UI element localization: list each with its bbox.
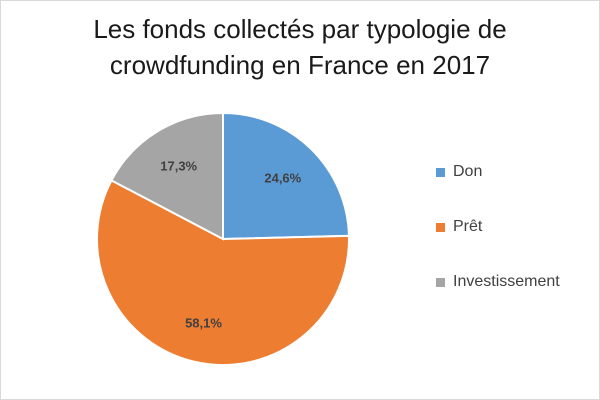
legend-label-pret: Prêt (453, 218, 483, 235)
legend-swatch-investissement (436, 277, 445, 287)
legend-label-investissement: Investissement (453, 273, 560, 290)
chart-title-line-2: crowdfunding en France en 2017 (109, 50, 491, 80)
pie-data-label: 24,6% (264, 171, 301, 186)
pie-slice-investissement (110, 111, 224, 241)
legend-item-pret: Prêt (436, 213, 560, 241)
pie-data-label: 17,3% (160, 159, 197, 174)
pie-slice-don (222, 111, 350, 241)
pie-slice-pret (96, 179, 350, 366)
pie-data-label: 58,1% (185, 315, 222, 330)
chart-title: Les fonds collectés par typologie de cro… (1, 11, 599, 83)
chart-title-line-1: Les fonds collectés par typologie de (93, 14, 507, 44)
legend-swatch-pret (436, 222, 445, 232)
legend: Don Prêt Investissement (436, 158, 560, 323)
legend-label-don: Don (453, 163, 483, 180)
legend-item-don: Don (436, 158, 560, 186)
legend-item-investissement: Investissement (436, 268, 560, 296)
legend-swatch-don (436, 167, 445, 177)
